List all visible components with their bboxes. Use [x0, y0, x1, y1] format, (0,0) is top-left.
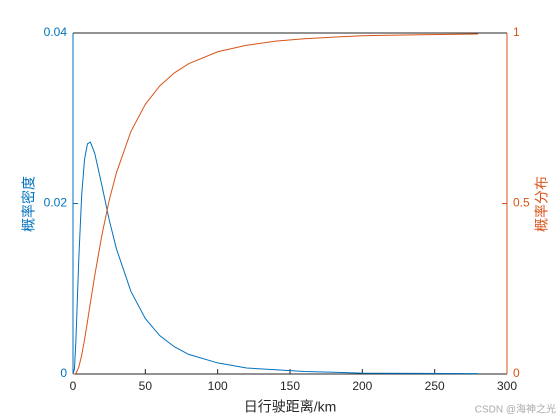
- x-tick-label: 200: [352, 379, 372, 393]
- y-tick-label: 0.04: [44, 25, 68, 39]
- x-axis-label: 日行驶距离/km: [244, 399, 337, 415]
- y-tick-label: 0.02: [44, 196, 68, 210]
- y-tick-label: 0: [60, 366, 67, 380]
- x-tick-label: 50: [139, 379, 153, 393]
- series-line: [72, 141, 479, 375]
- y2-tick-label: 0.5: [513, 196, 530, 210]
- y2-axis-label: 概率分布: [534, 176, 550, 232]
- y-axis-label: 概率密度: [21, 176, 37, 232]
- x-tick-label: 100: [208, 379, 228, 393]
- y2-tick-label: 1: [513, 25, 520, 39]
- series-line: [72, 33, 479, 375]
- x-tick-label: 300: [497, 379, 517, 393]
- watermark: CSDN @海神之光: [475, 403, 556, 416]
- x-tick-label: 150: [280, 379, 300, 393]
- x-tick-label: 0: [70, 379, 77, 393]
- y2-tick-label: 0: [513, 366, 520, 380]
- x-tick-label: 250: [425, 379, 445, 393]
